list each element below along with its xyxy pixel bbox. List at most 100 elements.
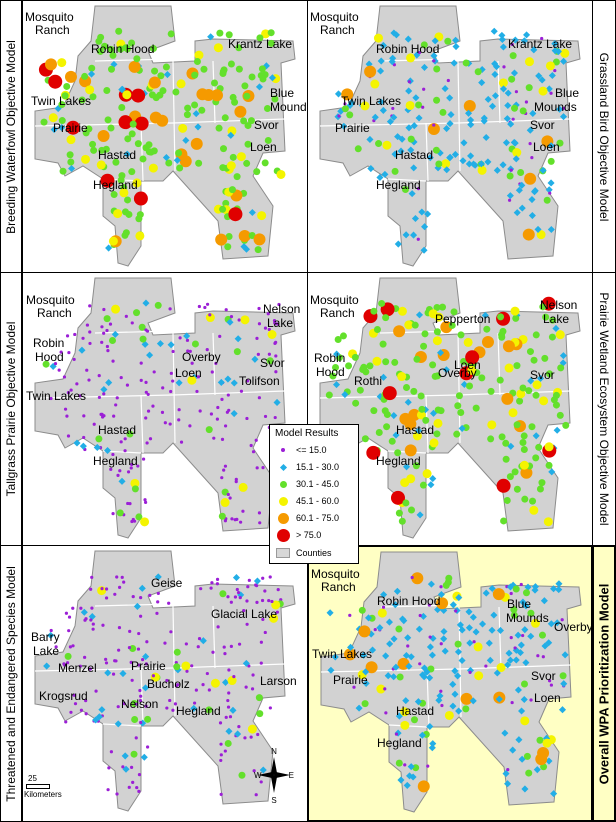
wpa-point (224, 739, 232, 747)
wpa-point (407, 146, 415, 154)
side-label-threatened-endangered: Threatened and Endangered Species Model (0, 545, 22, 822)
county-line (34, 394, 174, 399)
wpa-point (118, 115, 133, 130)
wpa-point (125, 383, 130, 387)
wpa-point (472, 640, 476, 644)
wpa-point (98, 146, 106, 154)
wpa-point (104, 596, 109, 600)
wpa-point (107, 45, 115, 53)
wpa-point (233, 348, 241, 356)
wpa-point (557, 364, 565, 372)
wpa-point (116, 473, 120, 477)
panel-title: Tallgrass Prairie Objective Model (4, 321, 18, 497)
wpa-point (78, 96, 86, 104)
wpa-point (87, 70, 96, 78)
legend-label: 45.1 - 60.0 (296, 496, 340, 506)
wpa-point (90, 606, 94, 610)
wpa-point (254, 246, 262, 254)
site-label: Prairie (335, 121, 370, 135)
wpa-point (509, 52, 517, 60)
wpa-point (255, 600, 259, 604)
wpa-point (144, 328, 148, 332)
wpa-point (261, 159, 269, 167)
wpa-point (259, 661, 263, 665)
wpa-point (261, 466, 265, 470)
site-label: Krantz Lake (508, 37, 572, 51)
wpa-point (191, 340, 199, 348)
legend-symbol (279, 463, 287, 471)
wpa-point (524, 172, 537, 185)
wpa-point (520, 466, 533, 479)
wpa-point (66, 390, 71, 395)
wpa-point (102, 392, 106, 396)
wpa-point (136, 647, 141, 651)
wpa-point (165, 706, 169, 710)
wpa-point (246, 585, 250, 589)
county-line (212, 605, 216, 669)
wpa-point (100, 325, 104, 329)
wpa-point (84, 617, 88, 621)
wpa-point (66, 151, 74, 159)
wpa-point (81, 336, 85, 340)
wpa-point (384, 711, 388, 715)
wpa-point (515, 186, 523, 194)
wpa-point (439, 303, 447, 311)
wpa-point (211, 650, 215, 654)
wpa-point (67, 350, 71, 355)
wpa-point (548, 333, 556, 341)
wpa-point (107, 766, 111, 770)
wpa-point (412, 431, 422, 441)
wpa-point (219, 590, 227, 598)
wpa-point (137, 663, 141, 667)
wpa-point (502, 439, 510, 447)
wpa-point (114, 403, 118, 407)
wpa-point (556, 411, 564, 419)
wpa-point (129, 120, 137, 128)
wpa-point (133, 309, 141, 317)
legend-label: Counties (296, 548, 332, 558)
wpa-point (410, 716, 418, 724)
site-label: Twin Lakes (26, 389, 86, 403)
wpa-point (445, 574, 453, 582)
wpa-point (525, 769, 533, 777)
site-label: Ranch (320, 23, 355, 37)
wpa-point (394, 449, 402, 457)
wpa-point (128, 502, 132, 506)
wpa-point (68, 164, 76, 173)
wpa-point (139, 595, 143, 600)
wpa-point (370, 407, 378, 415)
wpa-point (366, 445, 381, 460)
wpa-point (429, 740, 437, 748)
wpa-point (223, 464, 228, 468)
wpa-point (529, 505, 539, 515)
site-label: Mosquito (310, 10, 359, 24)
wpa-point (490, 27, 498, 35)
wpa-point (210, 678, 220, 688)
wpa-point (116, 509, 124, 517)
wpa-point (418, 613, 422, 618)
wpa-point (498, 78, 508, 88)
wpa-point (427, 122, 440, 135)
wpa-point (137, 773, 142, 777)
wpa-point (382, 358, 390, 366)
wpa-point (407, 135, 415, 143)
wpa-point (465, 350, 480, 365)
scale-unit: Kilometers (24, 790, 62, 799)
wpa-point (245, 416, 249, 421)
wpa-point (403, 781, 411, 789)
wpa-point (450, 308, 458, 316)
wpa-point (391, 167, 399, 175)
wpa-point (131, 595, 135, 599)
wpa-point (267, 29, 275, 37)
legend-symbol (279, 480, 287, 488)
wpa-point (410, 387, 418, 395)
county-line (34, 122, 174, 127)
wpa-point (128, 60, 141, 73)
wpa-point (496, 663, 506, 673)
wpa-point (141, 684, 150, 692)
compass-icon: N S W E (254, 747, 294, 805)
wpa-point (220, 397, 224, 401)
wpa-point (434, 312, 444, 322)
wpa-point (521, 633, 525, 638)
wpa-point (457, 408, 465, 416)
